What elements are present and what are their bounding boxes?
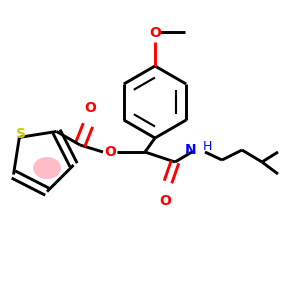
Text: S: S bbox=[16, 128, 26, 141]
Text: O: O bbox=[104, 145, 116, 159]
Text: H: H bbox=[203, 140, 212, 152]
Text: O: O bbox=[84, 101, 96, 115]
Text: O: O bbox=[159, 194, 171, 208]
Ellipse shape bbox=[33, 157, 61, 179]
Text: O: O bbox=[149, 26, 161, 40]
Text: N: N bbox=[184, 143, 196, 157]
